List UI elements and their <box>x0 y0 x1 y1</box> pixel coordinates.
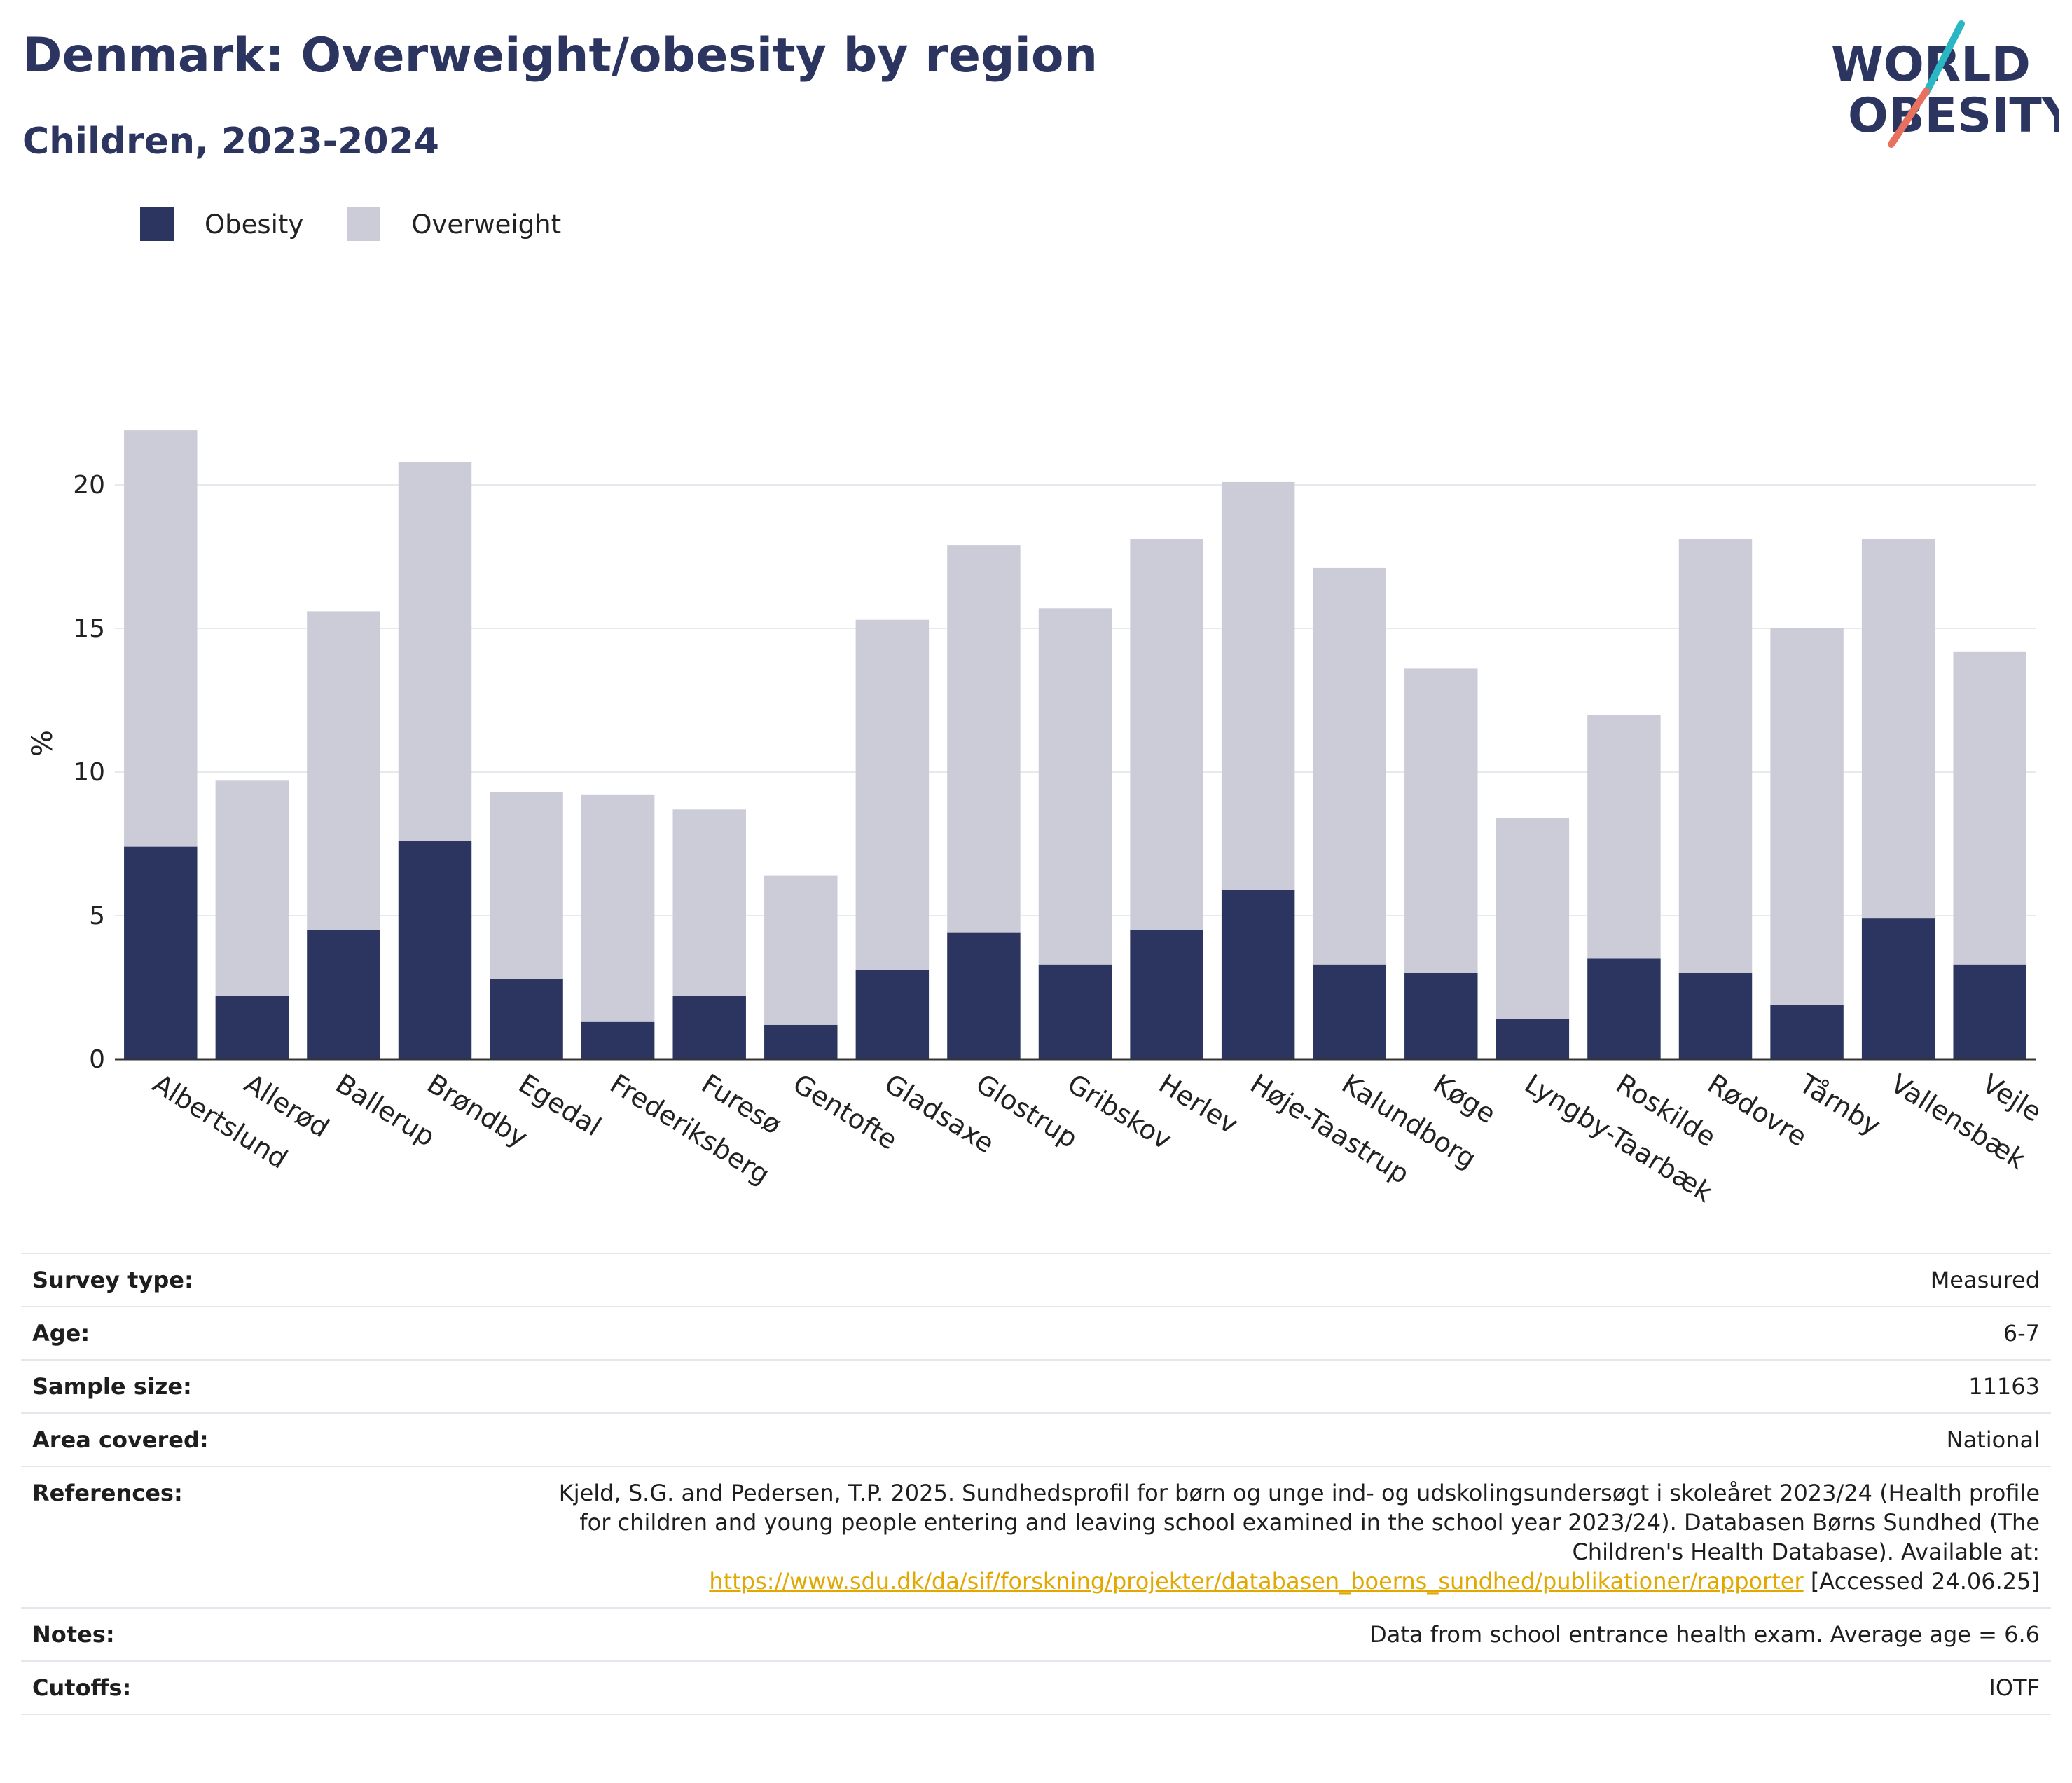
bar-obesity-15 <box>1496 1019 1570 1059</box>
info-row-notes: Notes: Data from school entrance health … <box>21 1607 2051 1661</box>
bar-obesity-17 <box>1678 973 1753 1059</box>
bar-obesity-3 <box>398 841 472 1059</box>
bar-obesity-13 <box>1313 964 1386 1059</box>
x-tick-label: Frederiksberg <box>605 1068 775 1190</box>
bar-overweight-12 <box>1221 481 1295 890</box>
chart-title: Denmark: Overweight/obesity by region <box>22 28 1098 83</box>
reference-accessed: [Accessed 24.06.25] <box>1803 1568 2040 1595</box>
y-axis-label: % <box>27 730 59 757</box>
info-value: 6-7 <box>366 1306 2051 1360</box>
bar-overweight-5 <box>581 794 655 1022</box>
reference-line-2: for children and young people entering a… <box>579 1509 2040 1536</box>
bar-overweight-20 <box>1953 651 2026 965</box>
x-tick-label: Vejle <box>1977 1068 2047 1127</box>
legend-label-overweight: Overweight <box>411 209 562 240</box>
legend-label-obesity: Obesity <box>205 209 304 240</box>
logo-slash-teal <box>1923 20 1965 96</box>
reference-line-3: Children's Health Database). Available a… <box>1572 1538 2040 1565</box>
info-key: Sample size: <box>21 1359 366 1413</box>
info-value: 11163 <box>366 1359 2051 1413</box>
bar-overweight-14 <box>1404 668 1478 973</box>
bar-obesity-4 <box>490 979 563 1059</box>
survey-info-table: Survey type: Measured Age: 6-7 Sample si… <box>21 1253 2051 1715</box>
legend-swatch-obesity <box>140 207 174 241</box>
bar-obesity-10 <box>1038 964 1112 1059</box>
bar-obesity-20 <box>1953 964 2026 1059</box>
bar-obesity-8 <box>855 970 930 1059</box>
x-tick-label: Ballerup <box>331 1068 441 1152</box>
x-tick-label: Høje-Taastrup <box>1245 1068 1414 1190</box>
logo-slash-red <box>1888 88 1930 148</box>
bar-obesity-16 <box>1587 958 1661 1059</box>
x-tick-label: Rødovre <box>1702 1068 1812 1152</box>
info-value: Measured <box>366 1253 2051 1307</box>
y-tick-label: 10 <box>73 758 105 787</box>
info-key: Notes: <box>21 1607 366 1661</box>
y-tick-label: 15 <box>73 614 105 643</box>
info-key: References: <box>21 1466 366 1608</box>
bar-overweight-17 <box>1678 539 1753 973</box>
y-tick-label: 20 <box>73 471 105 500</box>
info-key: Cutoffs: <box>21 1660 366 1715</box>
bar-obesity-12 <box>1221 890 1295 1059</box>
bar-overweight-16 <box>1587 715 1661 959</box>
info-row-sample-size: Sample size: 11163 <box>21 1359 2051 1413</box>
bar-overweight-3 <box>398 462 472 841</box>
bar-obesity-1 <box>215 996 289 1059</box>
info-value: IOTF <box>366 1660 2051 1715</box>
bar-overweight-19 <box>1861 539 1935 919</box>
y-tick-label: 5 <box>89 902 105 930</box>
legend-swatch-overweight <box>347 207 381 241</box>
logo-text-obesity: OBESITY <box>1848 88 2059 144</box>
bar-overweight-0 <box>124 430 198 847</box>
info-row-references: References: Kjeld, S.G. and Pedersen, T.… <box>21 1466 2051 1608</box>
reference-line-1: Kjeld, S.G. and Pedersen, T.P. 2025. Sun… <box>558 1480 2040 1506</box>
legend-item-overweight[interactable]: Overweight <box>347 207 561 241</box>
bar-overweight-4 <box>490 792 563 979</box>
info-value: Data from school entrance health exam. A… <box>366 1607 2051 1661</box>
bar-obesity-11 <box>1130 930 1203 1059</box>
info-row-survey-type: Survey type: Measured <box>21 1253 2051 1307</box>
bar-obesity-6 <box>672 996 746 1059</box>
bar-overweight-7 <box>764 875 838 1025</box>
world-obesity-logo: WORLD OBESITY <box>1831 20 2059 148</box>
chart-subtitle: Children, 2023-2024 <box>22 121 439 163</box>
info-row-area-covered: Area covered: National <box>21 1412 2051 1466</box>
bar-overweight-1 <box>215 780 289 996</box>
x-tick-label: Brøndby <box>422 1068 533 1153</box>
bar-overweight-6 <box>672 809 746 996</box>
reference-link[interactable]: https://www.sdu.dk/da/sif/forskning/proj… <box>709 1568 1804 1595</box>
bar-overweight-8 <box>855 619 930 970</box>
bar-obesity-19 <box>1861 918 1935 1059</box>
bar-overweight-15 <box>1496 818 1570 1019</box>
bar-obesity-7 <box>764 1024 838 1059</box>
references-text: Kjeld, S.G. and Pedersen, T.P. 2025. Sun… <box>366 1466 2051 1608</box>
bar-obesity-9 <box>947 932 1021 1059</box>
x-tick-label: Gribskov <box>1062 1068 1177 1155</box>
info-row-cutoffs: Cutoffs: IOTF <box>21 1660 2051 1715</box>
x-tick-label: Køge <box>1428 1068 1501 1129</box>
info-key: Area covered: <box>21 1412 366 1466</box>
info-key: Survey type: <box>21 1253 366 1307</box>
bar-overweight-18 <box>1770 628 1844 1005</box>
y-tick-label: 0 <box>89 1045 105 1074</box>
info-key: Age: <box>21 1306 366 1360</box>
bar-overweight-2 <box>307 611 380 930</box>
bar-overweight-10 <box>1038 608 1112 965</box>
bar-obesity-5 <box>581 1021 655 1059</box>
stacked-bar-chart: 05101520%AlbertslundAllerødBallerupBrønd… <box>27 430 2047 1208</box>
bar-obesity-0 <box>124 846 198 1059</box>
bar-obesity-14 <box>1404 973 1478 1059</box>
x-tick-label: Gentofte <box>788 1068 903 1155</box>
bar-overweight-11 <box>1130 539 1203 930</box>
info-value: National <box>366 1412 2051 1466</box>
bar-obesity-2 <box>307 930 380 1059</box>
bar-overweight-13 <box>1313 567 1386 965</box>
bar-overweight-9 <box>947 545 1021 933</box>
bar-obesity-18 <box>1770 1005 1844 1059</box>
info-row-age: Age: 6-7 <box>21 1306 2051 1360</box>
legend-item-obesity[interactable]: Obesity <box>140 207 303 241</box>
chart-legend: Obesity Overweight <box>140 207 605 241</box>
